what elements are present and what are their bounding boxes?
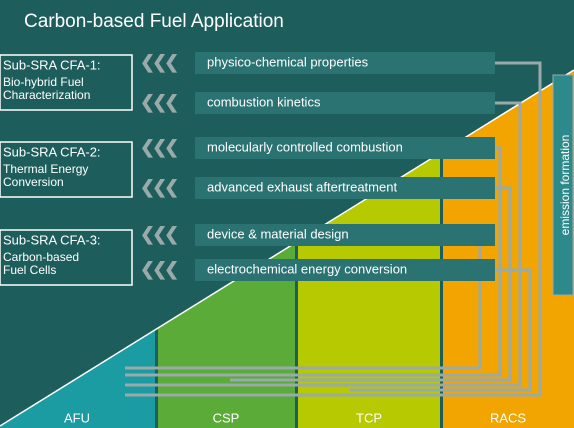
dynamic: ❮❮❮ physico-chemical properties ❮❮❮ combust… [0,52,526,425]
topic-band [195,259,495,281]
topic-label: advanced exhaust aftertreatment [207,179,397,194]
sub-sra-line: Carbon-based [3,250,79,264]
topic-band [195,92,495,114]
sub-sra-line: Conversion [3,175,64,189]
column-label: CSP [213,410,240,425]
side-bar [552,74,574,296]
topic-band [195,137,495,159]
column-label: RACS [490,410,526,425]
sub-sra-line: Fuel Cells [3,263,56,277]
chevrons: ❮❮❮ [140,259,177,280]
topic-label: physico-chemical properties [207,54,369,69]
sub-sra-box [0,141,133,198]
column-label: AFU [64,410,90,425]
column-label: TCP [356,410,382,425]
chevrons: ❮❮❮ [140,177,177,198]
topic-label: molecularly controlled combustion [207,139,403,154]
sub-sra-line: Thermal Energy [3,162,88,176]
topic-band [195,177,495,199]
sub-sra-box [0,229,133,286]
sub-sra-line: Bio-hybrid Fuel [3,75,84,89]
side-label: emission formation [558,135,572,236]
chevrons: ❮❮❮ [140,92,177,113]
topic-label: combustion kinetics [207,94,321,109]
sub-sra-title: Sub-SRA CFA-1: [3,57,101,72]
topic-label: electrochemical energy conversion [207,261,407,276]
sub-sra-title: Sub-SRA CFA-3: [3,232,101,247]
sub-sra-box [0,54,133,111]
sub-sra-title: Sub-SRA CFA-2: [3,144,101,159]
chevrons: ❮❮❮ [140,137,177,158]
diagonal [0,69,574,427]
chevrons: ❮❮❮ [140,224,177,245]
topic-band [195,52,495,74]
chevrons: ❮❮❮ [140,52,177,73]
title: Carbon-based Fuel Application [24,11,284,32]
topic-label: device & material design [207,226,349,241]
sub-sra-line: Characterization [3,88,90,102]
topic-band [195,224,495,246]
